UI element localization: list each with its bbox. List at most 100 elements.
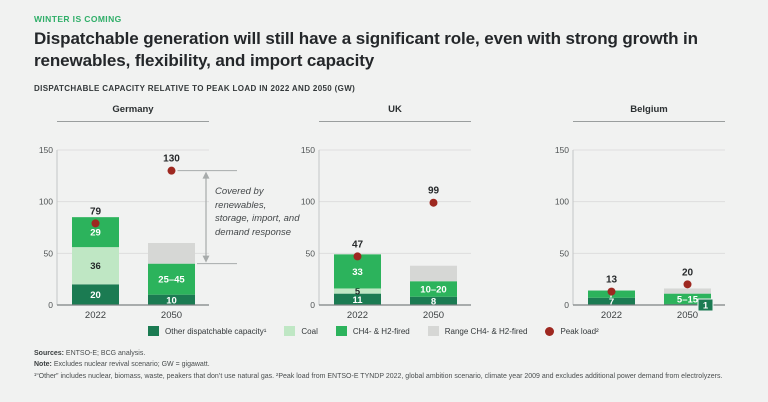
- bar-segment-ch4-2050: [410, 281, 457, 297]
- eyebrow-kicker: WINTER IS COMING: [34, 14, 122, 24]
- footnote-note: Note: Excludes nuclear revival scenario;…: [34, 360, 722, 371]
- sources-label: Sources:: [34, 350, 64, 357]
- category-label-2050: 2050: [161, 310, 182, 321]
- legend-range-swatch-icon: [427, 326, 439, 336]
- segment-label-other-2022: 7: [609, 297, 614, 308]
- peak-load-value-2022: 13: [606, 275, 618, 286]
- peak-load-value-2022: 79: [90, 206, 102, 217]
- legend-label-other: Other dispatchable capacity¹: [165, 326, 267, 336]
- chart-panel-belgium: Belgium 0 50 100 150 7 7 13 2022 5–15 1 20 2050: [545, 102, 768, 330]
- panel-title-underline: [573, 121, 725, 122]
- footnote-sources: Sources: ENTSO-E; BCG analysis.: [34, 349, 722, 360]
- figure-title: Dispatchable generation will still have …: [34, 29, 698, 70]
- bar-segment-other-2022: [588, 297, 635, 305]
- segment-label-other-2022: 11: [352, 295, 363, 306]
- sources-text: ENTSO-E; BCG analysis.: [65, 350, 146, 357]
- legend-other-swatch-icon: [148, 326, 159, 336]
- peak-load-value-2022: 47: [352, 239, 364, 250]
- peak-load-value-2050: 130: [163, 154, 180, 165]
- peak-load-dot-2022: [91, 219, 100, 228]
- segment-label-other-2050: 10: [166, 295, 177, 306]
- bar-segment-other-2022: [334, 293, 381, 305]
- peak-load-value-2050: 99: [428, 186, 440, 197]
- note-text: Excludes nuclear revival scenario; GW = …: [53, 360, 210, 368]
- segment-label-ch4-2050: 10–20: [420, 284, 446, 295]
- peak-load-value-2050: 20: [682, 267, 694, 278]
- bar-segment-ch4-2050: [664, 293, 711, 304]
- legend-item-other: Other dispatchable capacity¹: [148, 326, 266, 336]
- figure-subtitle: DISPATCHABLE CAPACITY RELATIVE TO PEAK L…: [34, 84, 356, 93]
- gap-arrowhead-up: [202, 171, 210, 179]
- panel-title-germany: Germany: [112, 104, 154, 115]
- peak-load-dot-2050: [429, 198, 438, 207]
- peak-load-dot-2050: [167, 166, 176, 175]
- ytick-150: 150: [301, 145, 315, 155]
- ytick-50: 50: [560, 248, 570, 258]
- legend-label-ch4: CH4- & H2-fired: [352, 326, 410, 336]
- gap-arrowhead-down: [202, 255, 210, 263]
- ytick-150: 150: [39, 145, 53, 155]
- segment-label-ch4-2050: 25–45: [158, 275, 185, 286]
- panel-title-belgium: Belgium: [630, 104, 668, 115]
- segment-label-ch4-2022: 29: [90, 228, 101, 239]
- callout-tag-2050: [697, 298, 714, 312]
- legend-coal-swatch-icon: [284, 326, 296, 336]
- panel-title-uk: UK: [388, 104, 402, 115]
- panel-title-underline: [57, 121, 209, 122]
- footnotes: Sources: ENTSO-E; BCG analysis. Note: Ex…: [34, 349, 722, 383]
- legend-label-peak: Peak load²: [560, 326, 599, 336]
- ytick-50: 50: [44, 248, 54, 258]
- covered-by-annotation: Covered by renewables, storage, import, …: [215, 186, 300, 238]
- legend-item-peak: Peak load²: [545, 326, 599, 336]
- bar-segment-ch4-2022: [72, 217, 119, 248]
- bar-segment-coal-2022: [334, 288, 381, 294]
- bar-segment-range-2050: [148, 243, 195, 264]
- bar-segment-ch4-2050: [148, 263, 195, 295]
- segment-label-ch4-2022: 7: [609, 290, 614, 301]
- ytick-150: 150: [555, 145, 569, 155]
- bar-segment-other-2022: [72, 284, 119, 305]
- peak-load-dot-2050: [683, 280, 692, 289]
- category-label-2050: 2050: [423, 310, 444, 321]
- chart-legend: Other dispatchable capacity¹ Coal CH4- & H…: [148, 326, 599, 336]
- segment-label-other-2050: 8: [431, 296, 436, 307]
- footnote-detail: ¹“Other” includes nuclear, biomass, wast…: [34, 373, 723, 380]
- panel-title-underline: [319, 121, 471, 122]
- bar-segment-ch4-2022: [334, 254, 381, 289]
- ytick-50: 50: [306, 248, 316, 258]
- segment-label-ch4-2022: 33: [352, 267, 363, 278]
- note-label: Note:: [34, 360, 52, 368]
- bar-segment-ch4-2022: [588, 290, 635, 298]
- ytick-0: 0: [48, 300, 53, 310]
- segment-label-coal-2022: 5: [355, 287, 361, 298]
- bar-segment-other-2050: [148, 294, 195, 305]
- bar-segment-other-2050: [410, 296, 457, 305]
- category-label-2022: 2022: [347, 310, 368, 321]
- legend-item-ch4: CH4- & H2-fired: [335, 326, 410, 336]
- panel-plot-belgium: 0 50 100 150 77 13 2022 5–15 1 20 2050: [555, 145, 725, 321]
- segment-label-other-2022: 20: [90, 290, 101, 301]
- ytick-0: 0: [564, 300, 569, 310]
- callout-label-2050: 1: [703, 301, 709, 312]
- ytick-100: 100: [39, 197, 53, 207]
- bar-segment-range-2050: [410, 265, 457, 282]
- legend-item-coal: Coal: [284, 326, 318, 336]
- segment-label-coal-2022: 36: [90, 261, 101, 272]
- ytick-100: 100: [555, 197, 569, 207]
- chart-panel-uk: UK 0 50 100 150 11 5 33 47 2022 8 10–20 99 2050: [291, 102, 561, 330]
- legend-label-range: Range CH4- & H2-fired: [444, 326, 528, 336]
- bar-segment-coal-2022: [72, 247, 119, 285]
- peak-load-dot-2022: [353, 252, 362, 261]
- legend-ch4-swatch-icon: [335, 326, 347, 336]
- bar-segment-range-2050: [664, 288, 711, 294]
- legend-item-range: Range CH4- & H2-fired: [427, 326, 528, 336]
- ytick-0: 0: [310, 300, 315, 310]
- bar-segment-other-2050: [664, 303, 711, 305]
- peak-load-dot-2022: [607, 287, 616, 296]
- category-label-2022: 2022: [85, 310, 106, 321]
- legend-peak-dot-icon: [545, 326, 555, 336]
- category-label-2022: 2022: [601, 310, 622, 321]
- category-label-2050: 2050: [677, 310, 698, 321]
